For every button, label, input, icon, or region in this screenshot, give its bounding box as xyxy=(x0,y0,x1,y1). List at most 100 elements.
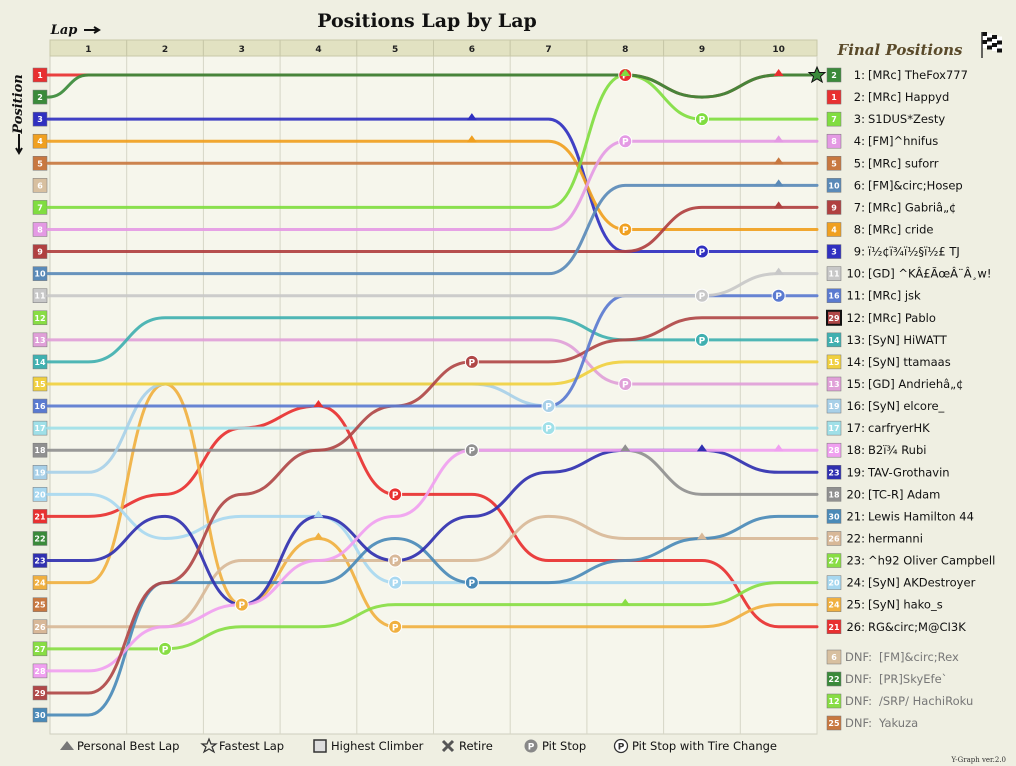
dnf-label: DNF: xyxy=(845,694,872,708)
flag-cell xyxy=(982,32,987,36)
final-start-label: 18 xyxy=(828,490,840,499)
driver-line xyxy=(46,73,819,99)
final-start-box xyxy=(826,200,842,215)
start-box-label: 6 xyxy=(37,181,43,190)
start-box-label: 4 xyxy=(37,137,43,146)
personal-best-marker xyxy=(620,444,631,452)
personal-best-marker xyxy=(466,135,477,143)
final-start-box xyxy=(826,376,842,392)
final-position-number: 3: xyxy=(854,112,865,126)
final-position-number: 24: xyxy=(846,576,865,590)
start-box-label: 28 xyxy=(34,667,46,676)
pit-stop-marker xyxy=(694,112,709,127)
final-start-box xyxy=(826,531,842,546)
final-position-number: 10: xyxy=(846,267,865,281)
pit-stop-glyph: P xyxy=(699,248,706,258)
final-start-box xyxy=(826,222,842,237)
x-axis-arrow-icon xyxy=(84,26,101,34)
dnf-driver-name: [FM]&circ;Rex xyxy=(879,650,959,664)
final-start-label: 29 xyxy=(828,314,840,323)
final-driver-name: RG&circ;M@CI3K xyxy=(868,620,966,634)
personal-best-marker xyxy=(466,113,477,121)
driver-line xyxy=(46,205,819,254)
final-start-label: 1 xyxy=(831,93,837,102)
final-start-label: 30 xyxy=(828,512,840,521)
pit-stop-marker xyxy=(541,421,556,436)
checkered-flag-icon xyxy=(981,32,1002,58)
personal-best-marker xyxy=(313,532,324,540)
dnf-start-box xyxy=(826,715,842,731)
start-box-label: 13 xyxy=(34,336,45,345)
pit-stop-glyph: P xyxy=(469,358,476,368)
dnf-label: DNF: xyxy=(845,672,872,686)
final-start-label: 28 xyxy=(828,446,840,455)
final-driver-name: [MRc] Happyd xyxy=(868,90,949,104)
start-box-label: 26 xyxy=(34,623,46,632)
final-start-label: 8 xyxy=(831,137,837,146)
pit-stop-marker xyxy=(618,134,633,149)
final-position-number: 8: xyxy=(854,222,865,236)
driver-line xyxy=(46,139,819,231)
start-box xyxy=(32,310,48,326)
final-start-box xyxy=(826,553,842,568)
personal-best-marker xyxy=(696,532,707,540)
final-driver-name: [SyN] ttamaas xyxy=(868,355,951,369)
legend-label: Fastest Lap xyxy=(219,739,284,753)
pit-stop-marker xyxy=(771,288,786,303)
pit-stop-marker xyxy=(618,222,633,237)
pit-stop-marker xyxy=(694,288,709,303)
final-position-number: 12: xyxy=(846,311,865,325)
final-position-number: 9: xyxy=(854,245,865,259)
start-box-label: 24 xyxy=(34,579,46,588)
personal-best-icon xyxy=(60,741,74,750)
final-position-number: 6: xyxy=(854,178,865,192)
flag-cell xyxy=(992,39,997,43)
final-start-label: 24 xyxy=(828,601,840,610)
flag-cell xyxy=(997,36,1002,41)
final-position-number: 5: xyxy=(854,156,865,170)
final-position-number: 2: xyxy=(854,90,865,104)
pit-glyph: P xyxy=(528,743,535,753)
dnf-start-label: 22 xyxy=(828,675,839,684)
final-start-box xyxy=(826,575,842,590)
final-driver-name: [GD] Andriehâ„¢ xyxy=(868,377,963,391)
legend-label: Pit Stop with Tire Change xyxy=(632,739,777,753)
final-position-number: 17: xyxy=(846,421,865,435)
pit-stop-glyph: P xyxy=(699,292,706,302)
final-position-number: 25: xyxy=(846,598,865,612)
pit-stop-glyph: P xyxy=(392,557,399,567)
final-driver-name: S1DUS*Zesty xyxy=(868,112,945,126)
final-driver-name: B2ï¾ Rubi xyxy=(868,443,926,457)
final-driver-name: [SyN] AKDestroyer xyxy=(868,576,976,590)
final-driver-name: [MRc] Gabriâ„¢ xyxy=(868,200,956,214)
final-start-label: 4 xyxy=(831,225,837,234)
pit-stop-glyph: P xyxy=(469,579,476,589)
pit-stop-glyph: P xyxy=(622,380,629,390)
pit-stop-marker xyxy=(541,399,556,414)
final-start-box xyxy=(826,156,842,171)
start-box-label: 22 xyxy=(34,534,45,543)
lap-header-cell xyxy=(739,39,818,57)
flag-cell xyxy=(987,45,992,50)
legend-label: Pit Stop xyxy=(542,739,586,753)
final-start-label: 10 xyxy=(828,181,840,190)
start-box-label: 15 xyxy=(34,380,46,389)
start-box xyxy=(32,597,48,612)
final-start-label: 3 xyxy=(831,248,837,257)
lap-tick-label: 10 xyxy=(772,45,785,55)
personal-best-marker xyxy=(773,444,784,452)
pit-stop-glyph: P xyxy=(238,601,245,611)
personal-best-marker xyxy=(773,201,784,209)
flag-cell xyxy=(992,35,997,39)
final-start-box xyxy=(826,266,842,281)
driver-line xyxy=(46,360,819,386)
final-start-box xyxy=(826,354,842,370)
final-start-box xyxy=(826,597,842,612)
pit-stop-glyph: P xyxy=(392,623,399,633)
start-grid: 1234567891011121314151617181920212223242… xyxy=(32,67,48,723)
pit-stop-glyph: P xyxy=(699,116,706,126)
final-start-label: 2 xyxy=(831,71,837,80)
start-box-label: 27 xyxy=(34,645,45,654)
final-start-label: 20 xyxy=(828,579,840,588)
